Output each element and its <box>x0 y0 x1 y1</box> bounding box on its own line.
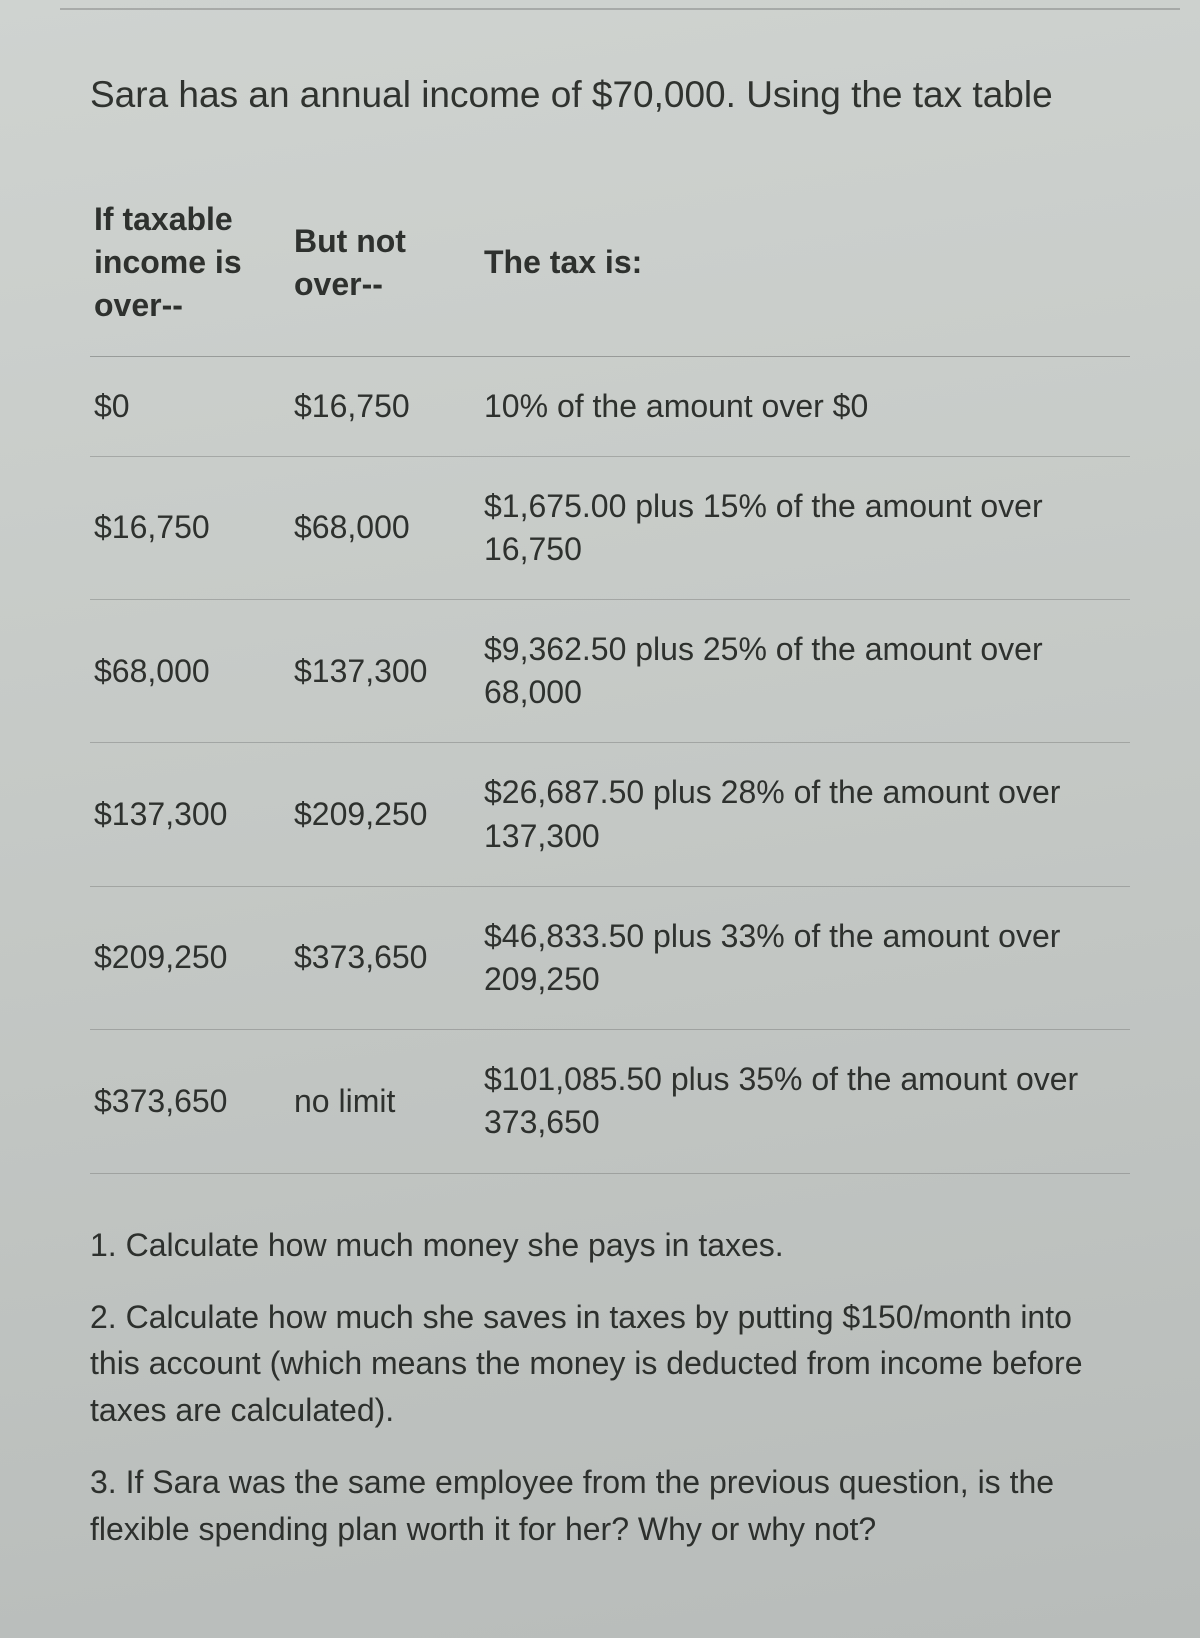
cell-over: $16,750 <box>90 456 290 599</box>
cell-tax: $46,833.50 plus 33% of the amount over 2… <box>480 886 1130 1029</box>
cell-tax: 10% of the amount over $0 <box>480 356 1130 456</box>
table-row: $0 $16,750 10% of the amount over $0 <box>90 356 1130 456</box>
cell-not-over: $137,300 <box>290 600 480 743</box>
table-row: $373,650 no limit $101,085.50 plus 35% o… <box>90 1030 1130 1173</box>
table-row: $16,750 $68,000 $1,675.00 plus 15% of th… <box>90 456 1130 599</box>
col-header-over: If taxable income is over-- <box>90 170 290 356</box>
cell-not-over: $209,250 <box>290 743 480 886</box>
col-header-not-over: But not over-- <box>290 170 480 356</box>
cell-over: $68,000 <box>90 600 290 743</box>
cell-over: $137,300 <box>90 743 290 886</box>
table-row: $68,000 $137,300 $9,362.50 plus 25% of t… <box>90 600 1130 743</box>
question-2: 2. Calculate how much she saves in taxes… <box>90 1294 1130 1433</box>
cell-not-over: $16,750 <box>290 356 480 456</box>
question-1: 1. Calculate how much money she pays in … <box>90 1222 1130 1268</box>
cell-over: $0 <box>90 356 290 456</box>
cell-not-over: $68,000 <box>290 456 480 599</box>
question-list: 1. Calculate how much money she pays in … <box>90 1222 1130 1552</box>
table-row: $209,250 $373,650 $46,833.50 plus 33% of… <box>90 886 1130 1029</box>
cell-not-over: $373,650 <box>290 886 480 1029</box>
cell-tax: $26,687.50 plus 28% of the amount over 1… <box>480 743 1130 886</box>
table-row: $137,300 $209,250 $26,687.50 plus 28% of… <box>90 743 1130 886</box>
table-header-row: If taxable income is over-- But not over… <box>90 170 1130 356</box>
cell-not-over: no limit <box>290 1030 480 1173</box>
tax-bracket-table: If taxable income is over-- But not over… <box>90 170 1130 1174</box>
cell-tax: $101,085.50 plus 35% of the amount over … <box>480 1030 1130 1173</box>
cell-tax: $1,675.00 plus 15% of the amount over 16… <box>480 456 1130 599</box>
cell-over: $209,250 <box>90 886 290 1029</box>
col-header-tax: The tax is: <box>480 170 1130 356</box>
cell-tax: $9,362.50 plus 25% of the amount over 68… <box>480 600 1130 743</box>
intro-text: Sara has an annual income of $70,000. Us… <box>90 70 1130 120</box>
cell-over: $373,650 <box>90 1030 290 1173</box>
worksheet-page: Sara has an annual income of $70,000. Us… <box>0 0 1200 1638</box>
question-3: 3. If Sara was the same employee from th… <box>90 1459 1130 1552</box>
